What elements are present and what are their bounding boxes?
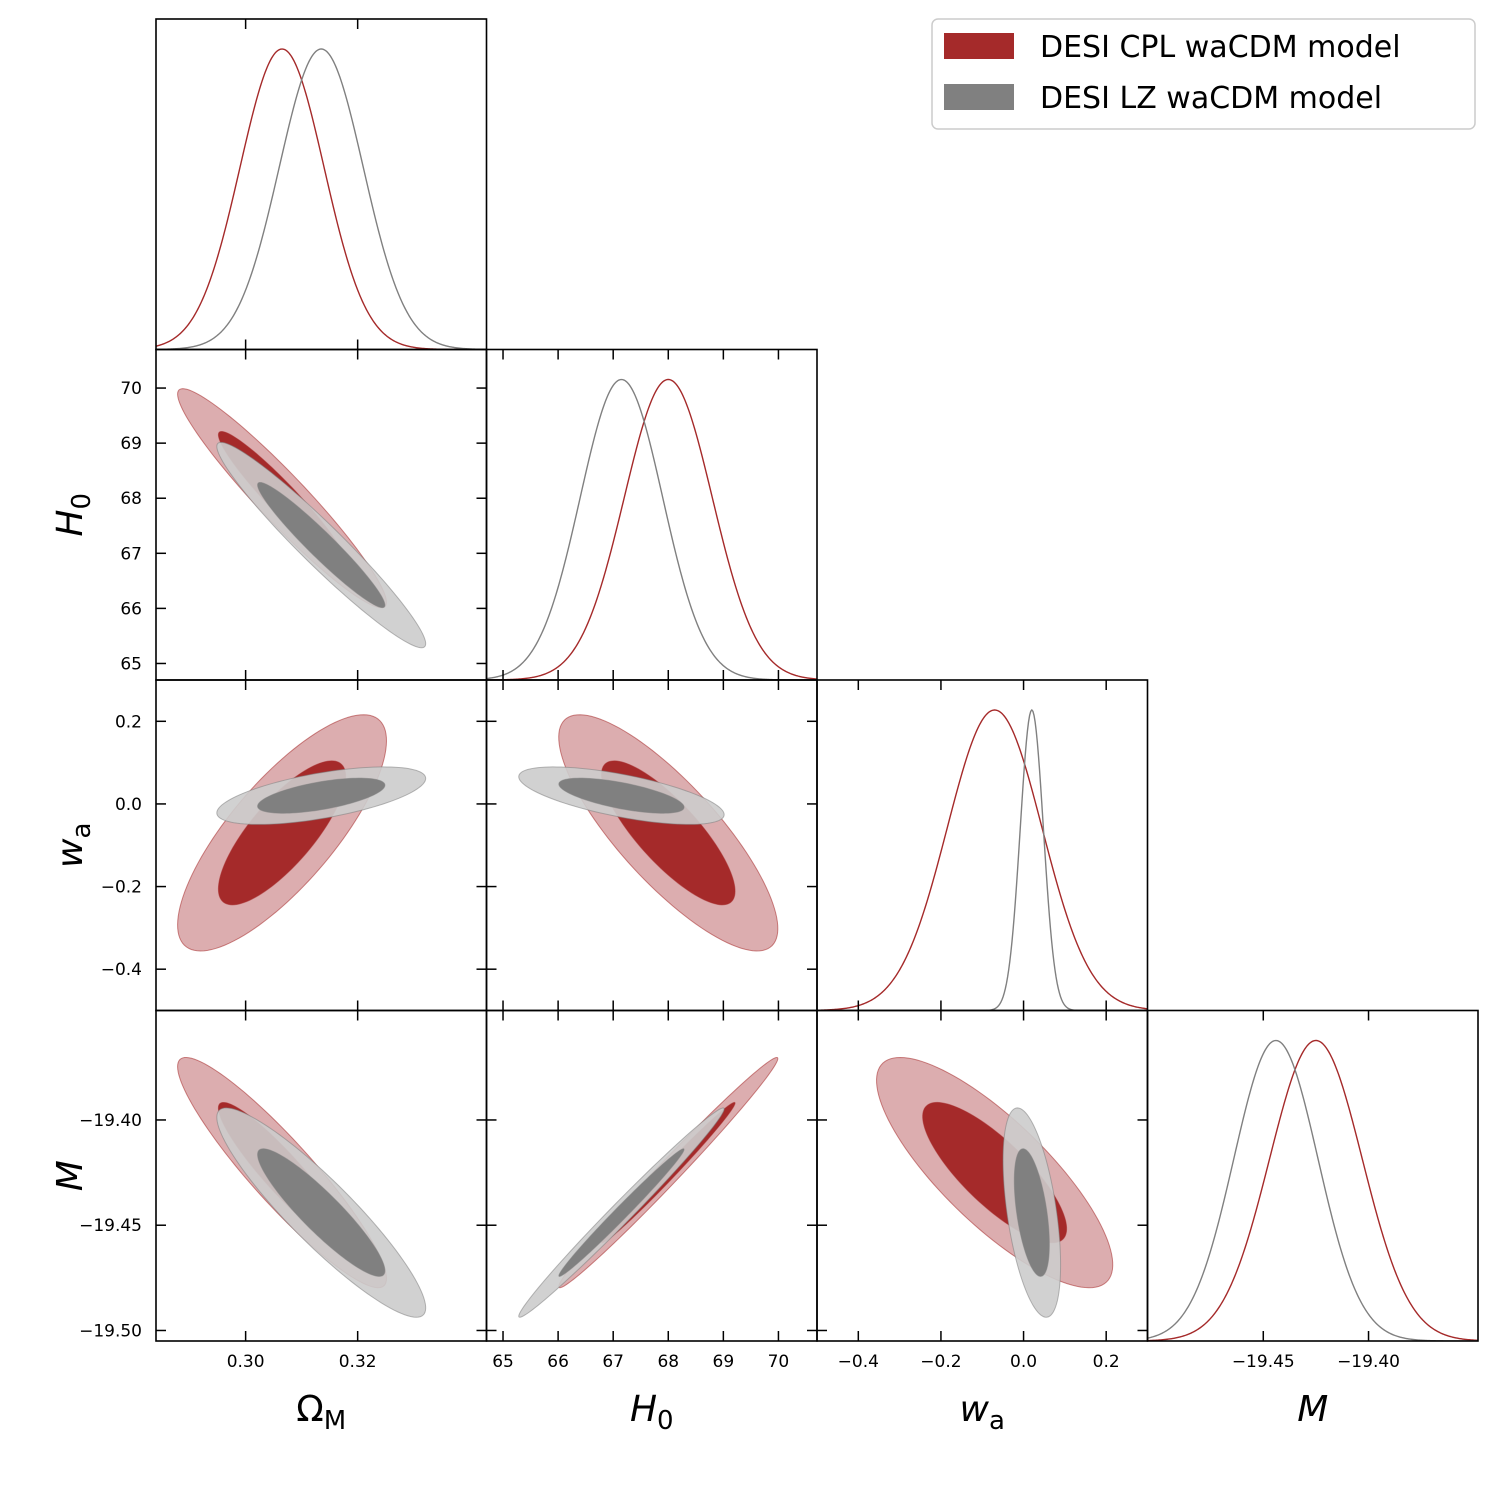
- x-axis-label-m: M: [1297, 1389, 1328, 1430]
- xtick-label-h0-3: 68: [657, 1352, 679, 1372]
- legend-frame: [931, 18, 1476, 130]
- y-axis-label-m: M: [50, 1160, 91, 1191]
- marginal-curve-lz-h0: [486, 378, 817, 680]
- panel-frame-3-3: [1146, 1009, 1479, 1342]
- ytick-label-m-0: −19.50: [79, 1321, 142, 1341]
- ytick-label-wa-0: −0.4: [101, 960, 142, 980]
- ytick-label-wa-2: 0.0: [115, 795, 142, 815]
- y-axis-label-wa: wa: [50, 823, 97, 868]
- ytick-label-h0-5: 70: [120, 379, 142, 399]
- ytick-label-h0-3: 68: [120, 489, 142, 509]
- marginal-curve-cpl-om: [156, 48, 487, 350]
- contour-panel-m-vs-h0: [518, 1056, 779, 1318]
- contour-panel-wa-vs-om: [177, 714, 427, 952]
- contour-lz-inner-wa-vs-om: [257, 777, 386, 814]
- legend-swatch-lz: [944, 84, 1014, 110]
- xtick-label-om-1: 0.32: [339, 1352, 377, 1372]
- ytick-label-h0-4: 69: [120, 434, 142, 454]
- contour-lz-inner-wa-vs-h0: [558, 777, 685, 814]
- xtick-label-h0-2: 67: [602, 1352, 624, 1372]
- marginal-panel-m: [1147, 1039, 1478, 1341]
- panel-frame-2-2: [816, 679, 1149, 1012]
- legend-swatch-cpl: [944, 33, 1014, 59]
- marginal-panel-om: [156, 48, 487, 350]
- y-axis-label-h0: H0: [50, 493, 97, 537]
- xtick-label-h0-1: 66: [547, 1352, 569, 1372]
- marginal-curve-cpl-wa: [817, 709, 1148, 1011]
- contour-panel-wa-vs-h0: [518, 714, 779, 952]
- x-axis-label-wa: wa: [960, 1389, 1005, 1436]
- marginal-curve-cpl-m: [1147, 1039, 1478, 1341]
- contour-lz-inner-m-vs-wa: [1013, 1148, 1050, 1277]
- ytick-label-m-2: −19.40: [79, 1111, 142, 1131]
- xtick-label-om-0: 0.30: [227, 1352, 265, 1372]
- contour-lz-inner-m-vs-om: [257, 1148, 386, 1277]
- xtick-label-wa-0: −0.4: [838, 1352, 879, 1372]
- ytick-label-h0-1: 66: [120, 599, 142, 619]
- contour-panel-m-vs-wa: [876, 1056, 1114, 1318]
- legend-label-lz: DESI LZ waCDM model: [1040, 81, 1382, 116]
- contour-panel-m-vs-om: [177, 1056, 427, 1318]
- xtick-label-wa-2: 0.0: [1010, 1352, 1037, 1372]
- xtick-label-h0-4: 69: [713, 1352, 735, 1372]
- xtick-label-h0-5: 70: [768, 1352, 790, 1372]
- ytick-label-h0-0: 65: [120, 654, 142, 674]
- ytick-label-wa-3: 0.2: [115, 712, 142, 732]
- contour-lz-inner-m-vs-h0: [558, 1148, 685, 1277]
- xtick-label-m-1: −19.40: [1337, 1352, 1400, 1372]
- ytick-label-m-1: −19.45: [79, 1216, 142, 1236]
- panel-frame-0-0: [155, 18, 488, 351]
- x-axis-label-h0: H0: [630, 1389, 674, 1436]
- legend-label-cpl: DESI CPL waCDM model: [1040, 30, 1401, 65]
- marginal-curve-lz-m: [1147, 1039, 1478, 1341]
- marginal-curve-lz-wa: [817, 708, 1148, 1011]
- marginal-panel-h0: [486, 378, 817, 680]
- ytick-label-wa-1: −0.2: [101, 878, 142, 898]
- xtick-label-wa-1: −0.2: [920, 1352, 961, 1372]
- contour-lz-inner-h0-vs-om: [257, 481, 386, 609]
- xtick-label-m-0: −19.45: [1232, 1352, 1295, 1372]
- xtick-label-wa-3: 0.2: [1093, 1352, 1120, 1372]
- marginal-curve-cpl-h0: [486, 378, 817, 680]
- marginal-panel-wa: [817, 708, 1148, 1011]
- xtick-label-h0-0: 65: [492, 1352, 514, 1372]
- legend: DESI CPL waCDM model DESI LZ waCDM model: [931, 18, 1476, 130]
- ytick-label-h0-2: 67: [120, 544, 142, 564]
- x-axis-label-om: ΩM: [296, 1389, 346, 1436]
- contour-panel-h0-vs-om: [177, 388, 427, 649]
- marginal-curve-lz-om: [156, 48, 487, 350]
